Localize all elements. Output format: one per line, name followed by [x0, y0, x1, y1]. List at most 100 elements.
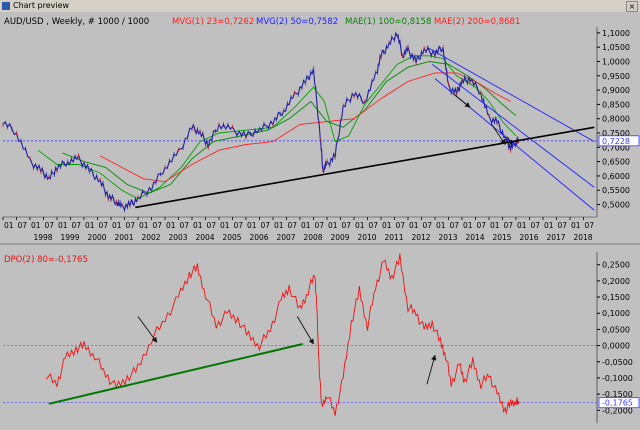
- x-month-label: 01: [58, 221, 68, 230]
- legend-entry: MVG(1) 23=0,7262: [172, 17, 254, 27]
- x-month-label: 01: [247, 221, 257, 230]
- x-year-label: 2015: [492, 233, 511, 242]
- y-tick-label: 1,0500: [602, 43, 630, 52]
- y-tick-label: 0,6500: [602, 158, 630, 167]
- y-tick-label: -0,1500: [602, 390, 633, 399]
- x-month-label: 01: [31, 221, 41, 230]
- dpo-trendline: [48, 342, 303, 405]
- y-tick-label: 0,6000: [602, 172, 630, 181]
- y-tick-label: 0,2000: [602, 277, 630, 286]
- x-month-label: 01: [355, 221, 365, 230]
- x-year-label: 2009: [330, 233, 349, 242]
- x-month-label: 07: [558, 221, 568, 230]
- x-month-label: 07: [72, 221, 82, 230]
- x-month-label: 07: [45, 221, 55, 230]
- x-month-label: 07: [531, 221, 541, 230]
- x-month-label: 01: [4, 221, 14, 230]
- x-month-label: 01: [139, 221, 149, 230]
- x-month-label: 01: [193, 221, 203, 230]
- x-month-label: 07: [180, 221, 190, 230]
- x-month-label: 01: [517, 221, 527, 230]
- x-month-label: 07: [126, 221, 136, 230]
- x-month-label: 01: [382, 221, 392, 230]
- y-tick-label: 0,9000: [602, 86, 630, 95]
- x-year-label: 1999: [60, 233, 79, 242]
- x-month-label: 01: [409, 221, 419, 230]
- current-value-box: [598, 397, 640, 409]
- current-value-box: [598, 135, 640, 147]
- x-year-label: 2000: [87, 233, 106, 242]
- x-month-label: 01: [112, 221, 122, 230]
- y-tick-label: 0,7500: [602, 129, 630, 138]
- price-arrow-2: [491, 124, 506, 145]
- x-month-label: 07: [396, 221, 406, 230]
- current-value-label: -0,1765: [602, 399, 633, 408]
- x-month-label: 07: [99, 221, 109, 230]
- price-panel-bg: [3, 16, 597, 218]
- x-month-label: 01: [85, 221, 95, 230]
- y-tick-label: 0,0500: [602, 325, 630, 334]
- x-year-label: 2017: [546, 233, 565, 242]
- mae1-line: [62, 61, 517, 194]
- x-year-label: 2004: [195, 233, 214, 242]
- x-month-label: 07: [261, 221, 271, 230]
- y-tick-label: 0,5000: [602, 201, 630, 210]
- y-tick-label: 0,1500: [602, 293, 630, 302]
- price-y-axis-bg: [597, 27, 640, 219]
- window-title: Chart preview: [13, 1, 70, 10]
- legend-entry: MAE(1) 100=0,8158: [345, 17, 431, 27]
- dpo-line: [45, 253, 520, 416]
- x-month-label: 01: [436, 221, 446, 230]
- mae2-line: [99, 72, 511, 183]
- y-tick-label: -0,0500: [602, 358, 633, 367]
- x-month-label: 07: [585, 221, 595, 230]
- price-arrow-1: [453, 94, 471, 108]
- legend-entry: MAE(2) 200=0,8681: [434, 17, 520, 27]
- support-trendline: [135, 126, 595, 209]
- y-tick-label: 0,2500: [602, 261, 630, 270]
- y-tick-label: 0,5500: [602, 186, 630, 195]
- y-tick-label: -0,2000: [602, 406, 633, 415]
- dpo-arrow-3: [426, 354, 437, 385]
- legend-entry: MVG(2) 50=0,7582: [256, 17, 338, 27]
- x-month-label: 07: [207, 221, 217, 230]
- dpo-panel-bg: [3, 247, 597, 422]
- x-month-label: 01: [463, 221, 473, 230]
- dpo-title: DPO(2) 80=-0,1765: [4, 255, 88, 265]
- dpo-arrow-1: [137, 316, 158, 343]
- x-month-label: 01: [274, 221, 284, 230]
- y-tick-label: 1,1000: [602, 29, 630, 38]
- x-year-label: 2005: [222, 233, 241, 242]
- x-month-label: 01: [301, 221, 311, 230]
- mvg2-line: [37, 55, 517, 200]
- x-axis-band: [0, 217, 640, 243]
- y-tick-label: 0,8000: [602, 115, 630, 124]
- x-month-label: 01: [571, 221, 581, 230]
- x-year-label: 2002: [141, 233, 160, 242]
- x-month-label: 01: [490, 221, 500, 230]
- y-tick-label: 0,8500: [602, 100, 630, 109]
- x-year-label: 2013: [438, 233, 457, 242]
- x-year-label: 2011: [384, 233, 403, 242]
- y-tick-label: 1,0000: [602, 57, 630, 66]
- x-year-label: 2012: [411, 233, 430, 242]
- close-button[interactable]: ×: [626, 1, 638, 12]
- x-year-label: 2008: [303, 233, 322, 242]
- price-arrow-3: [507, 137, 513, 146]
- x-month-label: 07: [288, 221, 298, 230]
- x-month-label: 07: [369, 221, 379, 230]
- x-year-label: 2010: [357, 233, 376, 242]
- x-month-label: 07: [477, 221, 487, 230]
- x-year-label: 2001: [114, 233, 133, 242]
- x-month-label: 07: [504, 221, 514, 230]
- channel-line-2: [432, 63, 595, 188]
- x-month-label: 07: [153, 221, 163, 230]
- title-bar: Chart preview ×: [0, 0, 640, 12]
- y-tick-label: -0,1000: [602, 374, 633, 383]
- x-month-label: 01: [328, 221, 338, 230]
- x-month-label: 07: [18, 221, 28, 230]
- x-month-label: 07: [423, 221, 433, 230]
- x-year-label: 2014: [465, 233, 484, 242]
- current-value-label: 0,7228: [602, 137, 630, 146]
